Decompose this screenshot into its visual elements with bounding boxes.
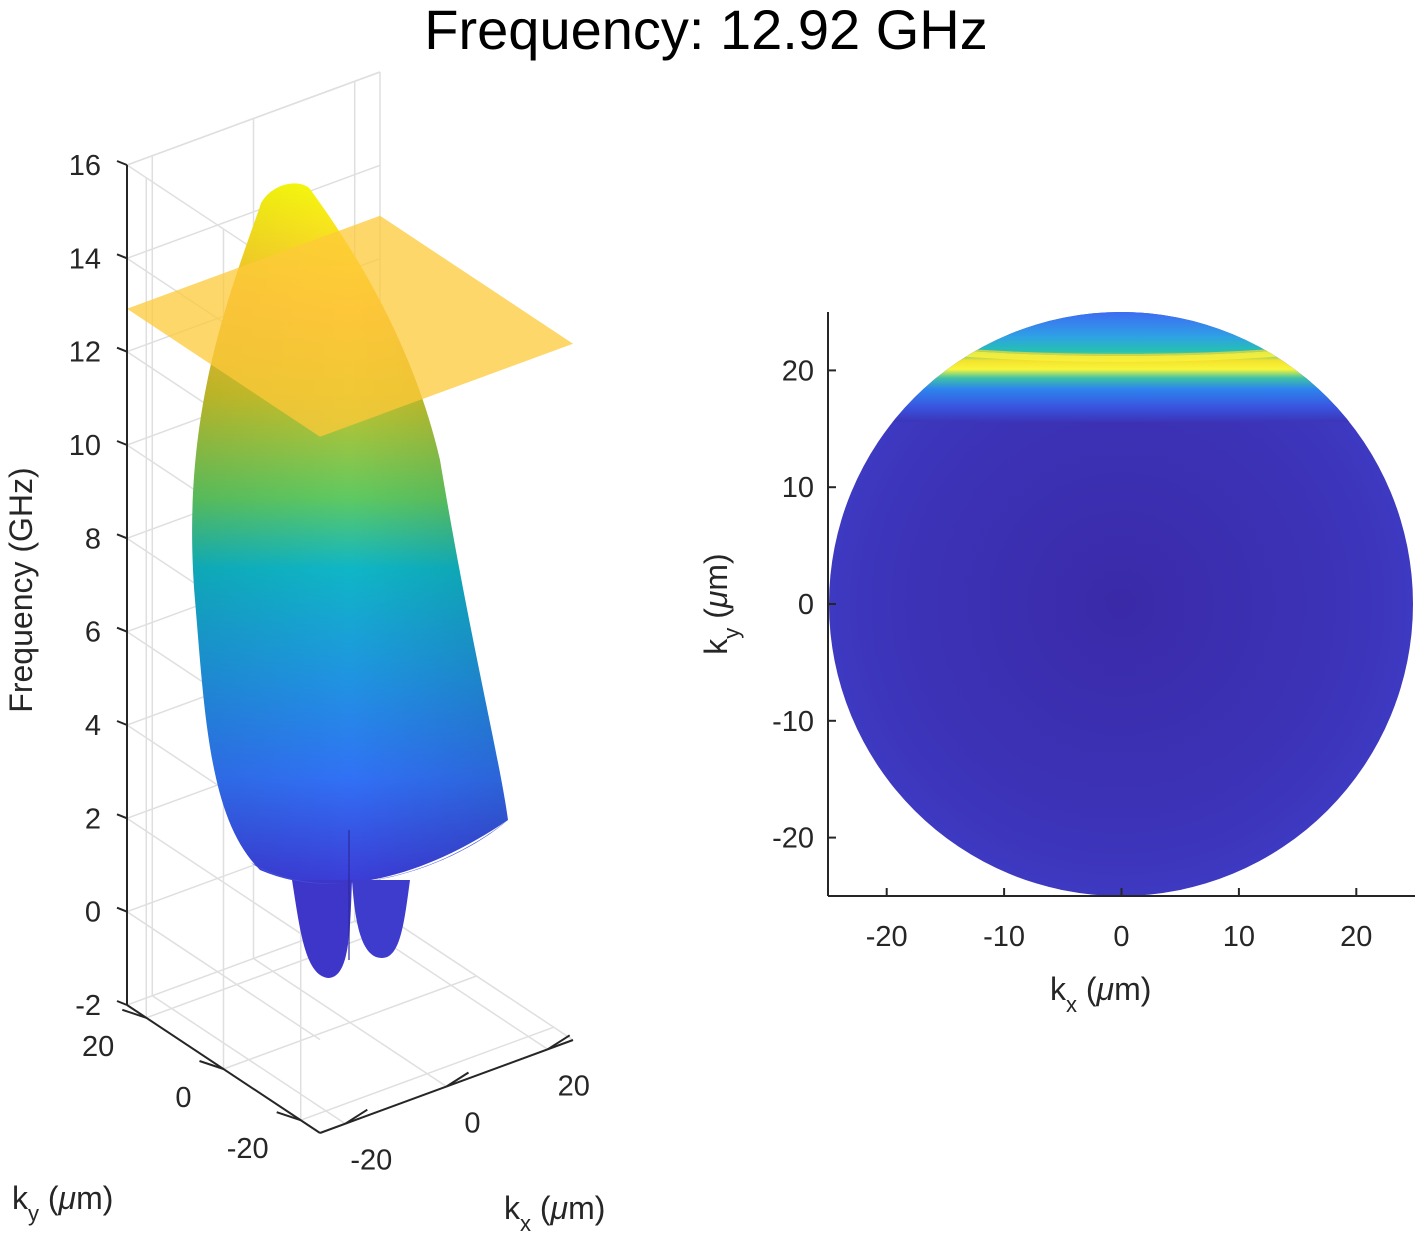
ky-tick-label: 20 bbox=[82, 1031, 114, 1063]
surface-dip-right bbox=[352, 880, 410, 958]
x-tick-label: 10 bbox=[1223, 921, 1255, 953]
z-tick-label: 2 bbox=[85, 803, 101, 835]
floor-gridline bbox=[146, 924, 400, 1019]
dispersion-surface bbox=[127, 183, 573, 978]
kx-tick-mark bbox=[344, 1108, 368, 1125]
kx-tick-mark bbox=[547, 1034, 571, 1051]
y-tick-label: -10 bbox=[772, 706, 814, 738]
z-tick-mark bbox=[116, 720, 128, 726]
y-tick-label: 10 bbox=[782, 472, 814, 504]
kx-tick-label: 0 bbox=[464, 1108, 480, 1140]
ky-tick-label: 0 bbox=[175, 1082, 191, 1114]
floor-gridline bbox=[223, 975, 477, 1070]
z-tick-label: 16 bbox=[69, 150, 101, 182]
box-edge bbox=[379, 911, 574, 1041]
z-tick-label: 8 bbox=[85, 523, 101, 555]
y-tick-label: -20 bbox=[772, 823, 814, 855]
z-tick-label: 0 bbox=[85, 897, 101, 929]
kx-axis-label-3d: kx (μm) bbox=[504, 1190, 605, 1236]
z-tick-mark bbox=[116, 160, 128, 166]
heatmap-ridge-glow bbox=[939, 347, 1301, 356]
kx-tick-label: 20 bbox=[558, 1070, 590, 1102]
ky-tick-mark bbox=[121, 1008, 147, 1019]
z-axis-label: Frequency (GHz) bbox=[3, 467, 39, 712]
slice-heatmap: -20 -10 0 10 20 20 10 0 -10 -20 kx (μm) ky (μm) bbox=[698, 312, 1415, 1017]
z-tick-label: 10 bbox=[69, 430, 101, 462]
heatmap-ridge-band bbox=[829, 312, 1413, 422]
z-tick-mark bbox=[116, 1000, 128, 1006]
figure-title: Frequency: 12.92 GHz bbox=[424, 0, 987, 61]
z-tick-label: -2 bbox=[75, 990, 101, 1022]
box-edge bbox=[126, 71, 381, 166]
z-tick-label: 6 bbox=[85, 617, 101, 649]
z-tick-mark bbox=[116, 813, 128, 820]
ky-tick-mark bbox=[199, 1060, 224, 1070]
x-tick-label: -10 bbox=[983, 921, 1025, 953]
slice-plane bbox=[127, 215, 573, 437]
ky-axis-label: ky (μm) bbox=[698, 553, 744, 654]
kx-tick-mark bbox=[445, 1071, 470, 1088]
z-tick-mark bbox=[116, 440, 128, 446]
z-tick-mark bbox=[116, 253, 128, 260]
ky-tick-mark bbox=[276, 1111, 302, 1122]
y-tick-label: 0 bbox=[798, 589, 814, 621]
x-tick-label: 0 bbox=[1113, 921, 1129, 953]
x-tick-label: 20 bbox=[1340, 921, 1372, 953]
ticks-2d: -20 -10 0 10 20 20 10 0 -10 -20 bbox=[772, 355, 1372, 953]
heatmap-disk bbox=[829, 312, 1413, 896]
surface-dip-left bbox=[292, 880, 352, 978]
z-tick-mark bbox=[116, 533, 128, 540]
z-tick-mark bbox=[116, 906, 128, 913]
labels-3d: Frequency (GHz) ky (μm) kx (μm) bbox=[3, 467, 605, 1236]
kx-tick-label: -20 bbox=[350, 1145, 392, 1177]
y-tick-label: 20 bbox=[782, 355, 814, 387]
heatmap-ridge-line bbox=[939, 349, 1301, 362]
ky-tick-label: -20 bbox=[227, 1133, 269, 1165]
kx-axis-label: kx (μm) bbox=[1050, 971, 1151, 1017]
z-tick-mark bbox=[116, 346, 128, 353]
z-tick-label: 12 bbox=[69, 337, 101, 369]
z-tick-label: 4 bbox=[85, 710, 101, 742]
z-tick-mark bbox=[116, 626, 128, 633]
x-tick-label: -20 bbox=[866, 921, 908, 953]
z-tick-label: 14 bbox=[69, 243, 101, 275]
ky-axis-label-3d: ky (μm) bbox=[12, 1180, 113, 1226]
